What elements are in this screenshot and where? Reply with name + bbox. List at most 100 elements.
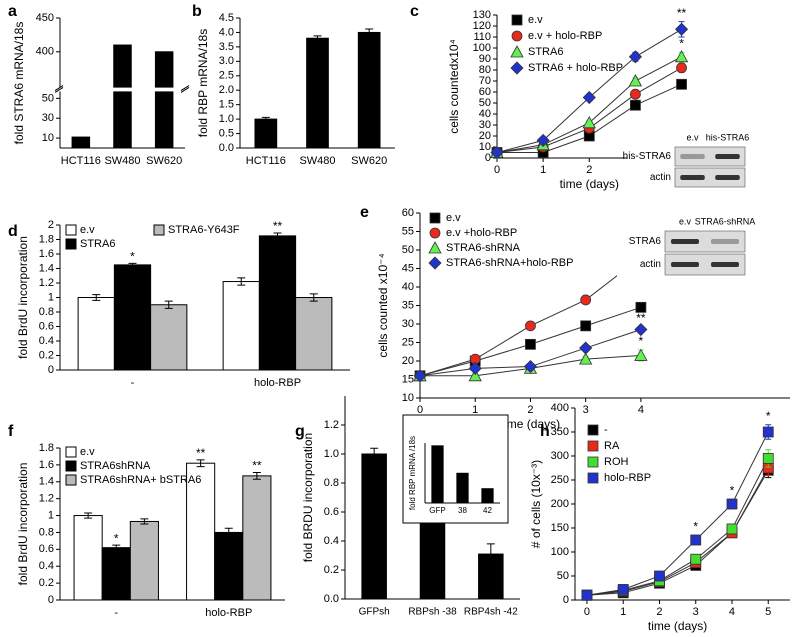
y-tick-label: 20 (402, 355, 414, 367)
series-line (586, 470, 769, 596)
error-bar (261, 116, 270, 122)
significance: * (114, 531, 119, 545)
legend-marker (587, 456, 599, 468)
y-tick-label: 80 (479, 64, 491, 76)
significance: ** (636, 311, 646, 325)
blot-band (715, 154, 740, 159)
y-tick-label: 40 (479, 108, 491, 120)
y-tick-label: 0.6 (39, 543, 54, 555)
marker (674, 22, 689, 36)
error-bar (128, 262, 137, 267)
blot-row-label: actin (650, 172, 671, 183)
y-tick-label: 1.8 (39, 442, 54, 454)
y-axis-label: fold BrdU incorporation (16, 236, 30, 359)
bar (222, 281, 260, 371)
legend-label: STRA6shRNA+ bSTRA6 (80, 474, 201, 486)
marker (726, 523, 738, 535)
y-tick-label: 0.4 (39, 335, 54, 347)
marker (468, 361, 482, 375)
x-tick-label: 42 (483, 506, 492, 515)
legend-swatch (65, 474, 77, 486)
x-tick-label: RBPsh -38 (408, 607, 457, 618)
y-tick-label: 400 (36, 46, 54, 58)
y-tick-label: 0.8 (39, 306, 54, 318)
y-tick-label: 300 (551, 450, 569, 462)
y-tick-label: 1.4 (39, 262, 54, 274)
significance: * (130, 250, 135, 264)
blot-band (680, 154, 705, 159)
y-tick-label: 1.8 (39, 233, 54, 245)
y-tick-label: 0.8 (324, 477, 339, 489)
panel-label: g (295, 423, 305, 440)
series-line (586, 458, 769, 596)
error-bar (92, 294, 101, 301)
y-tick-label: 120 (473, 20, 491, 32)
blot-band (671, 239, 699, 244)
y-tick-label: 2 (48, 219, 54, 231)
x-axis-label: time (days) (560, 177, 619, 191)
marker (581, 589, 593, 601)
blot-row-label: his-STRA6 (623, 151, 672, 162)
blot-column-label: his-STRA6 (706, 132, 750, 142)
legend-swatch (65, 224, 77, 236)
bar (71, 136, 91, 149)
marker (676, 62, 687, 74)
y-tick-label: 1.4 (39, 476, 54, 488)
y-tick-label: 0.2 (39, 577, 54, 589)
y-tick-label: 15 (402, 373, 414, 385)
legend-label: e.v + holo-RBP (528, 30, 602, 42)
x-tick-label: 3 (583, 404, 589, 416)
bar (481, 488, 494, 504)
blot-lane (674, 167, 746, 188)
y-axis-label: # of cells (10x⁻³) (529, 460, 543, 548)
panel-label: d (8, 223, 18, 240)
bar (113, 264, 152, 371)
y-tick-label: 0.0 (219, 142, 234, 154)
bar (357, 31, 381, 149)
error-bar (486, 543, 495, 565)
y-tick-label: 55 (402, 225, 414, 237)
x-tick-label: 4 (729, 606, 735, 618)
x-tick-label: holo-RBP (254, 377, 301, 389)
y-tick-label: 0.2 (324, 564, 339, 576)
marker (630, 88, 641, 100)
blot-column-label: e.v (686, 132, 699, 142)
blot-row-label: actin (640, 259, 661, 270)
blot-column-label: STRA6-shRNA (695, 216, 756, 226)
marker (582, 115, 596, 129)
y-tick-label: 20 (479, 130, 491, 142)
marker (468, 368, 482, 382)
y-tick-label: 40 (402, 281, 414, 293)
y-tick-label: 400 (551, 402, 569, 414)
marker (578, 352, 593, 365)
bar (258, 235, 297, 371)
x-tick-label: RBP4sh -42 (464, 607, 518, 618)
x-tick-label: 1 (472, 404, 478, 416)
legend-marker (511, 14, 523, 26)
y-tick-label: 100 (473, 42, 491, 54)
inset-frame (402, 414, 509, 524)
y-tick-label: 4.0 (219, 26, 234, 38)
y-tick-label: 1.0 (219, 113, 234, 125)
marker (628, 50, 642, 64)
y-tick-label: 10 (42, 132, 54, 144)
x-axis-label: time (days) (501, 417, 560, 431)
significance: ** (677, 6, 687, 20)
bar (113, 44, 132, 149)
panel-label: b (192, 3, 202, 20)
error-bar (237, 277, 246, 286)
marker (523, 359, 538, 374)
marker (690, 553, 702, 565)
legend-label: RA (604, 440, 620, 452)
legend-marker (587, 472, 599, 484)
y-tick-label: 50 (42, 92, 54, 104)
y-tick-label: 10 (479, 141, 491, 153)
y-tick-label: 150 (551, 522, 569, 534)
marker (634, 322, 648, 337)
legend-marker (429, 212, 441, 224)
x-tick-label: 4 (638, 404, 644, 416)
legend-label: ROH (604, 456, 629, 468)
y-tick-label: 350 (551, 426, 569, 438)
legend-marker (428, 241, 442, 254)
